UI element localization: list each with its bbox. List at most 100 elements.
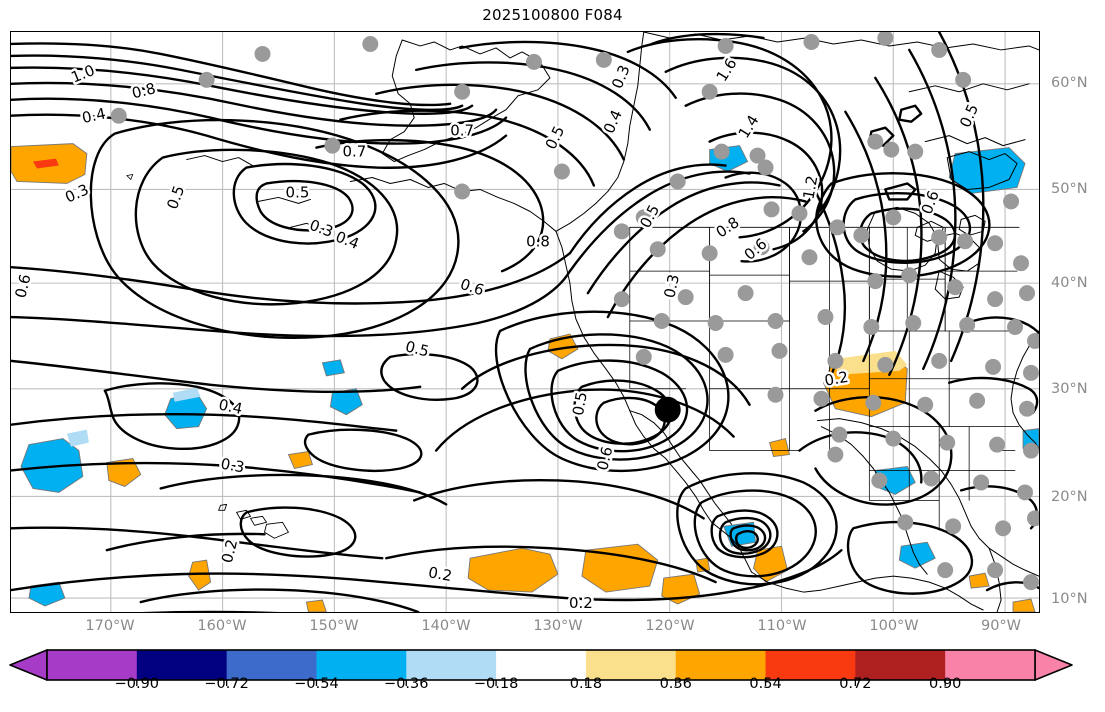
svg-text:0.6: 0.6 [593,445,616,472]
svg-text:0.2: 0.2 [569,594,593,612]
svg-text:0.7: 0.7 [342,143,366,161]
colorbar-segment[interactable] [675,650,767,680]
colorbar-segment[interactable] [226,650,318,680]
colorbar-segment[interactable] [855,650,946,680]
lat-tick-label: 40°N [1051,275,1088,291]
contour-label: 0.20.2 [424,561,456,588]
svg-text:0.4: 0.4 [217,395,244,418]
svg-text:0.3: 0.3 [307,216,336,241]
lat-tick-label: 30°N [1051,381,1088,397]
contour-label: 0.80.8 [710,211,745,244]
contour-label: 0.40.4 [78,102,110,130]
colorbar-tick-label: 0.36 [659,676,692,692]
colorbar-segment[interactable] [585,650,677,680]
svg-text:0.6: 0.6 [918,188,943,216]
colorbar-extend-right [1034,649,1073,681]
svg-text:0.5: 0.5 [403,337,430,360]
svg-text:0.3: 0.3 [660,273,683,300]
svg-text:0.5: 0.5 [403,337,430,360]
colorbar-segment[interactable] [406,650,497,680]
lon-tick-label: 170°W [85,618,135,634]
colorbar-segment[interactable] [765,650,856,680]
svg-text:1.2: 1.2 [800,174,822,201]
lon-tick-label: 140°W [421,618,471,634]
contour-label: 0.50.5 [401,335,433,363]
colorbar-segment[interactable] [316,650,407,680]
colorbar-segment[interactable] [496,650,587,680]
svg-text:0.5: 0.5 [569,390,591,417]
svg-text:1.4: 1.4 [735,112,763,142]
contour-label: 0.30.3 [60,178,94,209]
svg-text:0.8: 0.8 [130,79,157,102]
contour-label: 0.30.3 [305,213,338,243]
contour-lines [11,32,1039,612]
contour-label: 0.20.2 [567,592,596,612]
lon-tick-label: 120°W [645,618,695,634]
contour-label: 0.50.5 [161,181,191,214]
svg-text:0.8: 0.8 [526,232,550,250]
colorbar-swatches[interactable] [0,648,1105,688]
contour-label: 0.50.5 [634,199,666,233]
colorbar-tick-label: 0.90 [929,676,962,692]
lon-tick-label: 110°W [757,618,807,634]
svg-text:0.5: 0.5 [163,183,188,211]
contour-label: 0.50.5 [566,388,593,419]
contour-label: 0.60.6 [11,270,37,302]
lon-tick-label: 130°W [533,618,583,634]
colorbar-tick-label: −0.90 [114,676,160,692]
contour-label: 0.50.5 [954,99,985,133]
svg-text:0.2: 0.2 [218,538,241,565]
contour-label: 0.30.3 [606,60,637,94]
svg-text:1.0: 1.0 [68,61,97,87]
lon-tick-label: 150°W [309,618,359,634]
svg-text:0.5: 0.5 [636,202,663,231]
contour-map-svg: 1.01.00.80.80.40.40.30.3 0.50.50.60.60.70… [11,32,1039,612]
svg-text:0.2: 0.2 [427,563,454,585]
svg-text:0.6: 0.6 [11,272,34,299]
svg-text:0.8: 0.8 [526,232,550,250]
contour-label: 0.70.7 [340,140,369,163]
contour-label: 0.80.8 [128,77,160,105]
lon-tick-label: 90°W [980,618,1022,634]
svg-text:0.8: 0.8 [713,213,743,241]
colorbar-outline [46,649,1036,681]
colorbar-segment[interactable] [136,650,228,680]
svg-text:0.4: 0.4 [80,104,107,127]
svg-text:0.3: 0.3 [608,62,634,91]
station-dots [110,32,1039,591]
lon-tick-label: 100°W [869,618,919,634]
svg-text:0.2: 0.2 [569,594,593,612]
colorbar-tick-label: −0.18 [473,676,519,692]
colorbar-tick-label: 0.54 [749,676,782,692]
svg-text:0.3: 0.3 [219,455,246,477]
contour-label: 0.30.3 [217,452,249,479]
colorbar-tick-label: 0.18 [569,676,603,692]
colorbar-extend-left [9,649,48,681]
contour-label: 0.60.6 [915,186,945,219]
contour-label: 0.50.5 [283,181,312,204]
svg-text:0.7: 0.7 [342,143,366,161]
map-plot-area: 1.0 1.0 0.8 0.8 0.4 0.4 0.3 0.3 0.5 0.5 0.6 0.6 0.7 0… [10,31,1040,613]
colorbar-segment[interactable] [47,650,138,680]
contour-label: 1.41.4 [732,109,765,144]
colorbar-tick-label: −0.36 [384,676,429,692]
lon-tick-label: 160°W [197,618,247,634]
svg-text:0.7: 0.7 [450,122,474,140]
cyclone-center-marker [654,396,681,423]
svg-text:0.7: 0.7 [450,122,474,140]
lat-tick-label: 50°N [1051,181,1088,197]
colorbar-segment[interactable] [945,650,1036,680]
colorbar[interactable]: −0.90 −0.72 −0.54 −0.36 −0.18 0.18 0.36 0.54 0.7… [0,648,1105,712]
contour-label: 0.80.8 [524,230,553,253]
svg-text:0.5: 0.5 [286,183,310,201]
lat-tick-label: 20°N [1051,489,1088,505]
contour-label: 0.70.7 [448,119,477,142]
colorbar-tick-label: −0.54 [294,676,339,692]
lat-tick-label: 60°N [1051,75,1088,91]
contour-label: 0.20.2 [215,535,243,567]
svg-text:0.5: 0.5 [286,183,310,201]
colorbar-tick-label: −0.72 [204,676,249,692]
page-title: 2025100800 F084 [482,6,623,24]
lat-tick-label: 10°N [1051,591,1088,607]
svg-text:0.5: 0.5 [956,101,982,130]
